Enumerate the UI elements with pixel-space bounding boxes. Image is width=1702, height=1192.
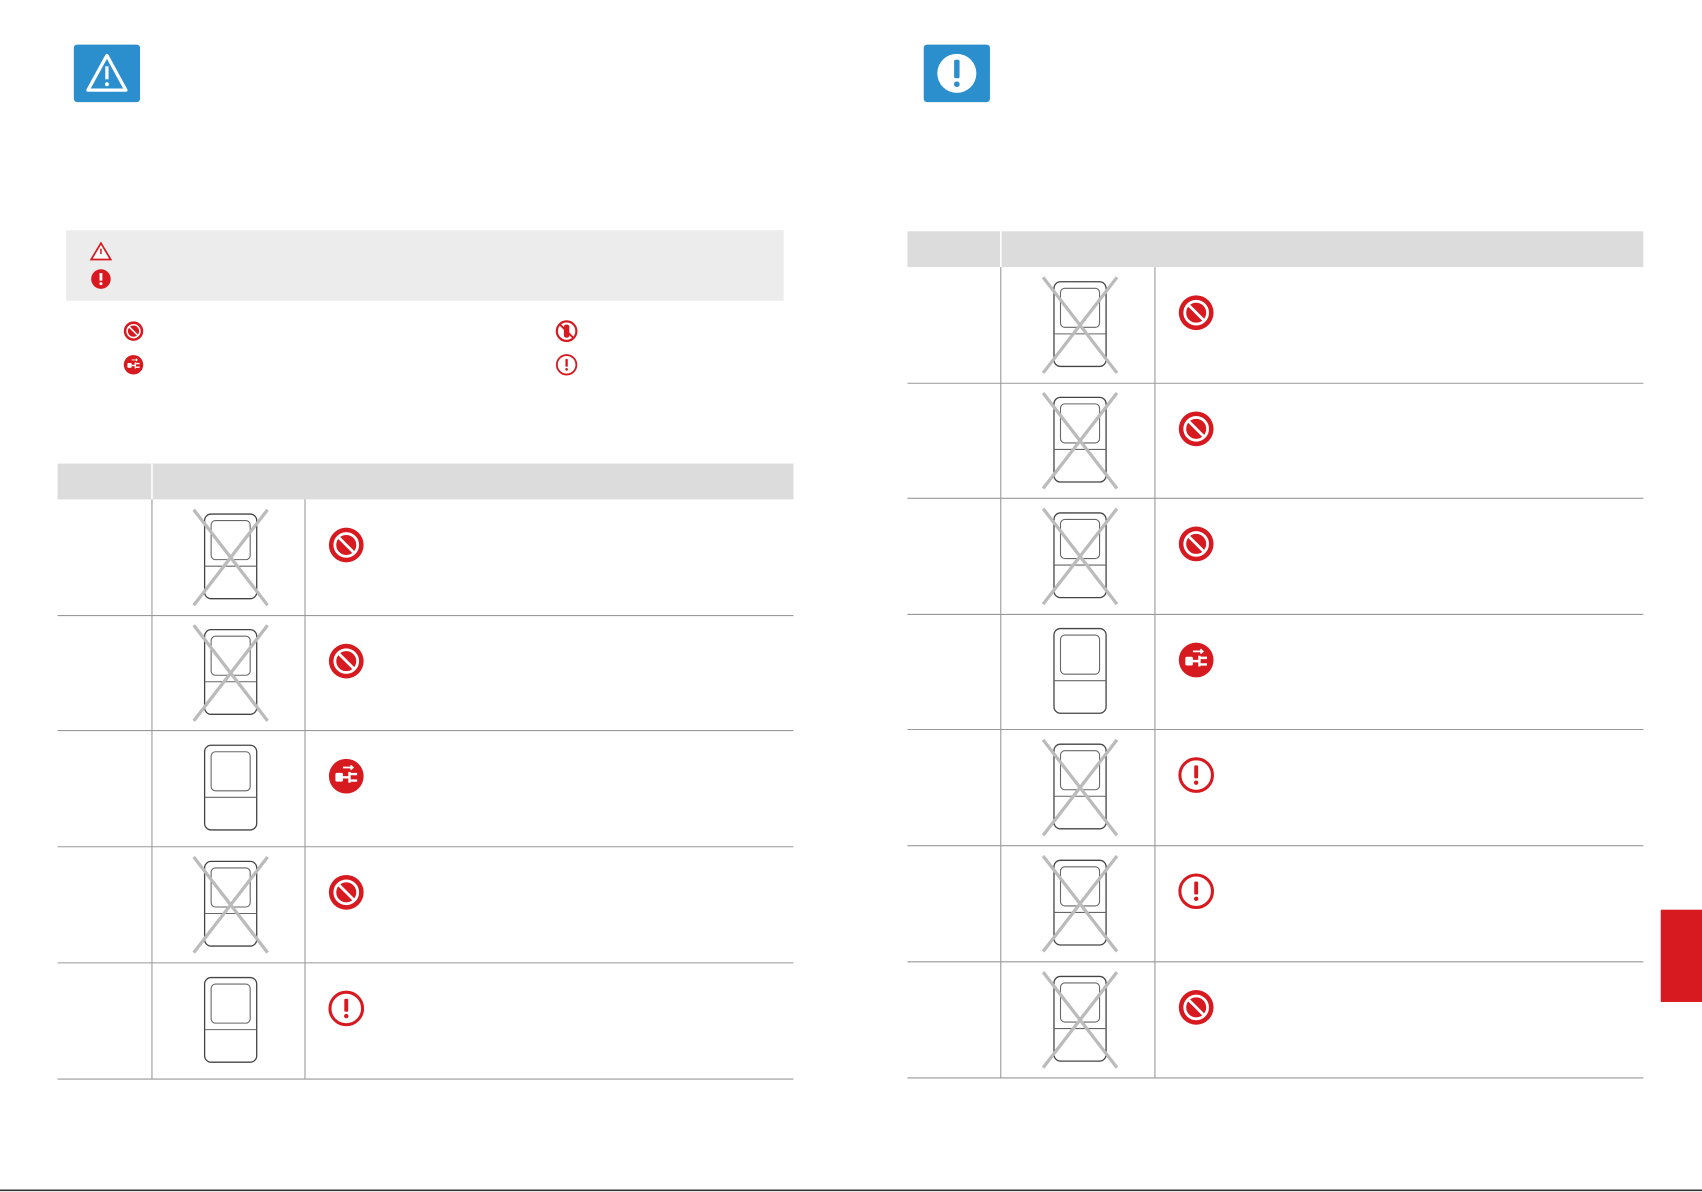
appliance-sketch xyxy=(1053,975,1107,1062)
safety-icon-prohibit xyxy=(1177,988,1215,1027)
legend-no-disassembly xyxy=(555,320,578,343)
safety-icon-prohibit xyxy=(327,873,366,912)
appliance-sketch xyxy=(1053,627,1107,714)
illustration xyxy=(1041,392,1119,490)
illustration xyxy=(1053,627,1107,714)
appliance-sketch xyxy=(1053,281,1107,368)
appliance-sketch xyxy=(1053,859,1107,946)
appliance-sketch xyxy=(1053,512,1107,599)
cross-mark xyxy=(1041,392,1119,490)
illustration xyxy=(1041,738,1119,837)
illustration xyxy=(192,624,269,722)
illustration xyxy=(192,508,269,607)
appliance-sketch xyxy=(1053,743,1107,830)
illustration xyxy=(203,744,258,831)
safety-icon-prohibit xyxy=(1177,525,1215,563)
safety-icon-prohibit xyxy=(1177,293,1215,332)
legend-unplug xyxy=(123,354,144,376)
safety-icon-excl xyxy=(328,990,365,1027)
cross-mark xyxy=(1041,738,1119,837)
safety-icon-unplug xyxy=(1177,641,1215,679)
illustration xyxy=(1041,507,1119,606)
appliance-jar xyxy=(210,751,251,792)
safety-table xyxy=(907,231,1644,1079)
safety-icon-prohibit xyxy=(327,642,366,680)
table-header xyxy=(57,463,794,500)
warning-badge xyxy=(73,44,141,103)
tables xyxy=(57,231,1644,1080)
appliance-jar xyxy=(210,983,251,1024)
illustration xyxy=(203,976,258,1063)
info-box xyxy=(66,230,784,301)
cross-mark xyxy=(1041,507,1119,606)
table-header xyxy=(907,231,1644,268)
cross-mark xyxy=(192,508,269,607)
cross-mark xyxy=(192,856,269,954)
section-tab xyxy=(1660,909,1702,1002)
cross-mark xyxy=(1041,971,1119,1069)
appliance-sketch xyxy=(203,513,258,600)
illustration xyxy=(192,856,269,954)
illustration xyxy=(1041,854,1119,953)
cross-mark xyxy=(1041,276,1119,374)
appliance-sketch xyxy=(203,976,258,1063)
illustration xyxy=(1041,971,1119,1069)
caution-icon xyxy=(91,269,111,289)
safety-icon-prohibit xyxy=(327,526,366,564)
appliance-sketch xyxy=(203,860,258,947)
appliance-jar xyxy=(1059,634,1101,675)
legend-prohibit xyxy=(122,320,145,342)
cross-mark xyxy=(192,624,269,722)
appliance-sketch xyxy=(203,628,258,715)
safety-icon-prohibit xyxy=(1177,410,1215,448)
legend-follow xyxy=(555,354,578,376)
safety-icon-unplug xyxy=(327,757,365,795)
appliance-sketch xyxy=(203,744,258,831)
illustration xyxy=(1041,276,1119,374)
caution-badge xyxy=(923,44,990,103)
safety-icon-excl xyxy=(1178,757,1214,793)
safety-table xyxy=(57,463,794,1080)
cross-mark xyxy=(1041,854,1119,953)
appliance-sketch xyxy=(1053,396,1107,483)
safety-icon-excl xyxy=(1178,873,1214,910)
